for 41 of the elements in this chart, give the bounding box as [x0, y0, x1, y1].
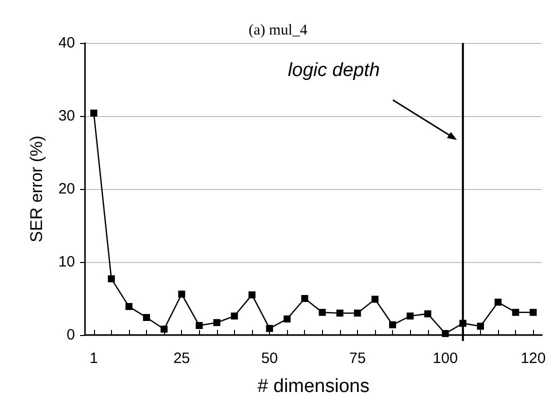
point [494, 298, 502, 306]
chart-title: (a) mul_4 [248, 22, 308, 38]
x-axis-title: # dimensions [258, 376, 370, 397]
y-tick-label: 40 [58, 34, 75, 52]
x-tick-label: 1 [90, 350, 98, 367]
point [125, 303, 132, 310]
point [213, 319, 220, 326]
point [143, 314, 150, 321]
point [90, 110, 98, 117]
x-tick-label: 120 [520, 350, 546, 367]
point [530, 308, 537, 316]
y-tick-label: 0 [66, 326, 75, 344]
point [442, 330, 449, 338]
x-tick-label: 25 [173, 350, 190, 367]
point [459, 320, 466, 327]
point [266, 324, 274, 332]
y-tick-label: 10 [58, 254, 75, 270]
point [372, 296, 379, 303]
point [424, 310, 432, 318]
y-tick-label: 20 [58, 180, 75, 198]
point [284, 315, 291, 322]
point [160, 326, 168, 333]
annotation: logic depth [288, 60, 380, 81]
x-tick-label: 75 [349, 350, 366, 367]
point [178, 290, 186, 298]
y-axis-title: SER error (%) [27, 136, 46, 242]
x-tick-label: 100 [432, 350, 458, 367]
point [512, 308, 520, 316]
point [318, 308, 326, 316]
point [196, 322, 203, 330]
point [301, 295, 308, 302]
x-tick-label: 50 [261, 350, 278, 367]
point [248, 291, 256, 298]
point [230, 312, 238, 320]
point [406, 312, 414, 320]
y-tick-label: 30 [58, 108, 75, 124]
point [336, 310, 344, 317]
point [476, 322, 484, 330]
point [354, 310, 361, 317]
point [108, 275, 115, 282]
point [389, 321, 396, 328]
